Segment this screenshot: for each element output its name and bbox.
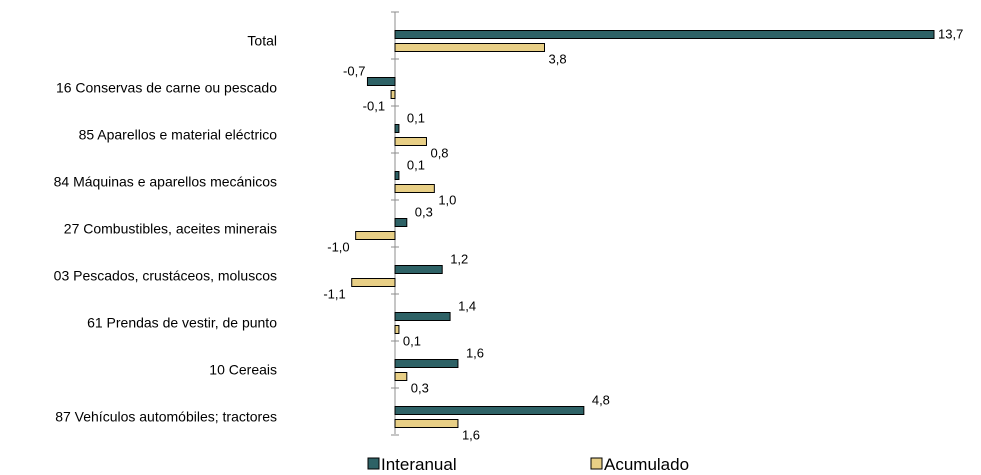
category-label: 85 Aparellos e material eléctrico: [79, 127, 278, 143]
data-label: 13,7: [938, 27, 963, 42]
legend-swatch: [590, 457, 603, 470]
labels-layer: Total 13,7 3,8 16 Conservas de carne ou pes…: [54, 27, 964, 443]
bar-acumulado: [394, 43, 546, 52]
bar-acumulado: [394, 419, 459, 428]
data-label: -1,0: [327, 240, 349, 255]
legend-label: Interanual: [381, 455, 457, 474]
category-label: 03 Pescados, crustáceos, moluscos: [54, 268, 277, 284]
bar-interanual: [394, 30, 935, 39]
bar-acumulado: [355, 231, 396, 240]
bar-interanual: [394, 406, 585, 415]
bar-acumulado: [394, 184, 435, 193]
bar-interanual: [394, 312, 451, 321]
bar-acumulado: [394, 372, 408, 381]
category-label: 84 Máquinas e aparellos mecánicos: [54, 174, 277, 190]
data-label: 1,0: [438, 193, 456, 208]
category-label: 16 Conservas de carne ou pescado: [56, 80, 277, 96]
bar-interanual: [394, 218, 408, 227]
data-label: 1,6: [462, 428, 480, 443]
data-label: 4,8: [592, 393, 610, 408]
category-label: 10 Cereais: [209, 362, 277, 378]
bar-interanual: [394, 124, 400, 133]
category-label: 27 Combustibles, aceites minerais: [64, 221, 277, 237]
bar-acumulado: [390, 90, 396, 99]
data-label: 0,1: [407, 158, 425, 173]
data-label: -1,1: [323, 287, 345, 302]
data-label: 0,3: [411, 381, 429, 396]
category-label: 87 Vehículos automóbiles; tractores: [55, 409, 277, 425]
legend: Interanual Acumulado: [367, 455, 689, 474]
bar-acumulado: [394, 325, 400, 334]
data-label: 0,1: [403, 334, 421, 349]
bar-interanual: [394, 265, 443, 274]
data-label: 1,2: [450, 252, 468, 267]
data-label: 0,1: [407, 111, 425, 126]
bar-interanual: [394, 171, 400, 180]
data-label: -0,1: [363, 99, 385, 114]
bar-acumulado: [394, 137, 427, 146]
data-label: 1,6: [466, 346, 484, 361]
category-label: Total: [247, 33, 277, 49]
legend-swatch: [367, 457, 380, 470]
data-label: -0,7: [343, 64, 365, 79]
data-label: 3,8: [549, 52, 567, 67]
data-label: 1,4: [458, 299, 476, 314]
bar-acumulado: [351, 278, 396, 287]
bar-interanual: [366, 77, 396, 86]
bar-interanual: [394, 359, 459, 368]
data-label: 0,8: [430, 146, 448, 161]
bars-layer: [351, 30, 935, 428]
data-label: 0,3: [415, 205, 433, 220]
category-label: 61 Prendas de vestir, de punto: [87, 315, 277, 331]
legend-label: Acumulado: [604, 455, 689, 474]
